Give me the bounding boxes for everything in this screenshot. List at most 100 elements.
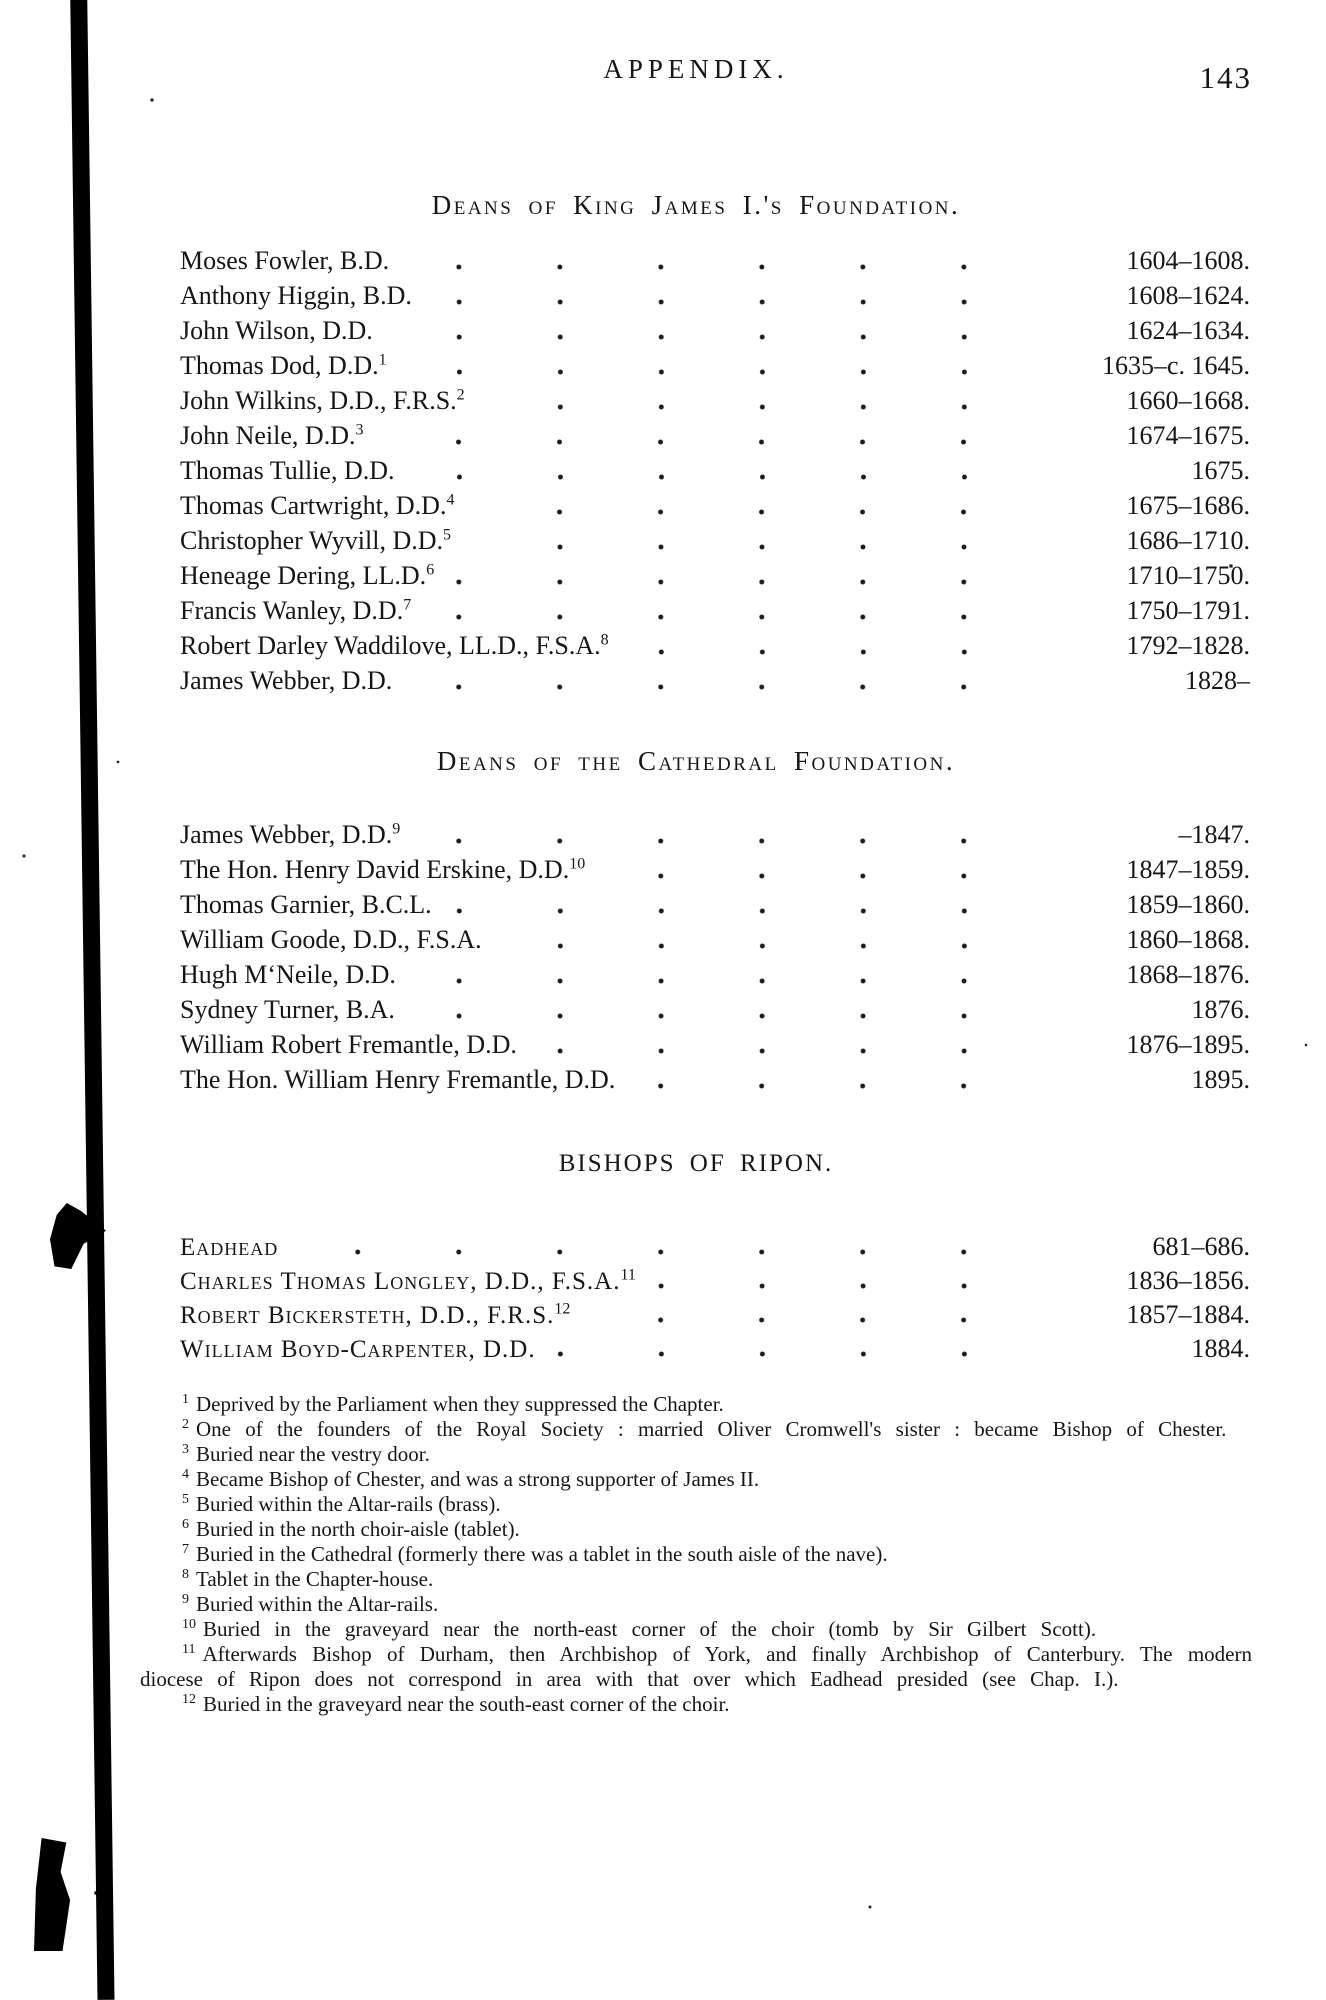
table-row: Moses Fowler, B.D. 1604–1608. — [180, 246, 1250, 281]
entry-date: 1857–1884. — [1126, 1300, 1251, 1329]
table-row: William Goode, D.D., F.S.A. 1860–1868. — [180, 925, 1250, 960]
footnote-text: Afterwards Bishop of Durham, then Archbi… — [140, 1642, 1252, 1691]
footnote-marker: 9 — [182, 1592, 189, 1607]
entry-date: 1847–1859. — [1126, 855, 1251, 884]
footnote: 9 Buried within the Altar-rails. — [140, 1592, 1252, 1617]
footnote-text: One of the founders of the Royal Society… — [196, 1417, 1227, 1441]
footnote-marker: 5 — [182, 1492, 189, 1507]
page-header-band: APPENDIX. 143 — [140, 54, 1252, 95]
list-deans-cathedral: James Webber, D.D.9 –1847. The Hon. Henry… — [140, 820, 1252, 1100]
footnote-ref: 12 — [554, 1300, 571, 1318]
entry-date: 1836–1856. — [1126, 1266, 1251, 1295]
footnote-marker: 2 — [182, 1417, 189, 1432]
leader-dots — [405, 263, 1062, 272]
entry-name: Heneage Dering, LL.D. — [180, 561, 427, 590]
footnote-ref: 8 — [600, 631, 609, 649]
footnote-marker: 6 — [182, 1517, 189, 1532]
table-row: Thomas Dod, D.D.1 1635–c. 1645. — [180, 351, 1250, 386]
binding-shadow-strip — [70, 0, 115, 2000]
footnote-ref: 2 — [456, 386, 465, 404]
footnote: 4 Became Bishop of Chester, and was a str… — [140, 1467, 1252, 1492]
footnote-ref: 3 — [355, 421, 364, 439]
table-row: Charles Thomas Longley, D.D., F.S.A.11 18… — [180, 1266, 1250, 1300]
binding-bottom-blob — [34, 1838, 71, 1951]
table-row: William Robert Fremantle, D.D. 1876–1895. — [180, 1030, 1250, 1065]
leader-dots — [601, 872, 1062, 881]
entry-date: 1608–1624. — [1126, 281, 1251, 310]
leader-dots — [447, 907, 1062, 916]
footnote-marker: 12 — [182, 1692, 196, 1707]
entry-date: 1859–1860. — [1126, 890, 1251, 919]
section-title-deans-king-james: Deans of King James I.'s Foundation. — [431, 190, 961, 220]
footnote-ref: 1 — [378, 351, 387, 369]
table-row: John Neile, D.D.3 1674–1675. — [180, 421, 1250, 456]
footnote-ref: 6 — [426, 561, 435, 579]
entry-name: Robert Darley Waddilove, LL.D., F.S.A. — [180, 631, 601, 660]
footnote: 12 Buried in the graveyard near the south… — [140, 1692, 1252, 1717]
page-number: 143 — [1199, 60, 1252, 95]
table-row: Robert Bickersteth, D.D., F.R.S.12 1857–1… — [180, 1300, 1250, 1334]
footnote-block: 1 Deprived by the Parliament when they su… — [140, 1392, 1252, 1717]
footnote-marker: 7 — [182, 1542, 189, 1557]
footnote: 10 Buried in the graveyard near the north… — [140, 1617, 1252, 1642]
entry-name: Anthony Higgin, B.D. — [180, 281, 412, 310]
entry-date: 1674–1675. — [1126, 421, 1251, 450]
leader-dots — [450, 578, 1062, 587]
entry-date: 1876–1895. — [1126, 1030, 1251, 1059]
footnote-text: Buried near the vestry door. — [196, 1442, 430, 1466]
leader-dots — [631, 1082, 1062, 1091]
table-row: Thomas Garnier, B.C.L. 1859–1860. — [180, 890, 1250, 925]
footnote-marker: 4 — [182, 1467, 189, 1482]
leader-dots — [411, 977, 1062, 986]
entry-name: Thomas Tullie, D.D. — [180, 456, 395, 485]
entry-name: John Wilson, D.D. — [180, 316, 373, 345]
table-row: Anthony Higgin, B.D. 1608–1624. — [180, 281, 1250, 316]
footnote: 3 Buried near the vestry door. — [140, 1442, 1252, 1467]
leader-dots — [497, 942, 1062, 951]
table-row: Hugh M‘Neile, D.D. 1868–1876. — [180, 960, 1250, 995]
table-row: The Hon. Henry David Erskine, D.D.10 1847… — [180, 855, 1250, 890]
table-row: The Hon. William Henry Fremantle, D.D. 18… — [180, 1065, 1250, 1100]
entry-name: The Hon. William Henry Fremantle, D.D. — [180, 1065, 616, 1094]
footnote: 8 Tablet in the Chapter-house. — [140, 1567, 1252, 1592]
table-row: John Wilson, D.D. 1624–1634. — [180, 316, 1250, 351]
entry-date: –1847. — [1178, 820, 1251, 849]
entry-date: 1624–1634. — [1126, 316, 1251, 345]
leader-dots — [427, 298, 1062, 307]
footnote: 7 Buried in the Cathedral (formerly there… — [140, 1542, 1252, 1567]
footnote: 5 Buried within the Altar-rails (brass). — [140, 1492, 1252, 1517]
list-deans-king-james: Moses Fowler, B.D. 1604–1608. Anthony Hig… — [140, 246, 1252, 701]
footnote-marker: 11 — [182, 1642, 196, 1657]
table-row: Eadhead 681–686. — [180, 1232, 1250, 1266]
footnote-text: Buried in the north choir-aisle (tablet)… — [196, 1517, 520, 1541]
entry-date: 1876. — [1191, 995, 1251, 1024]
footnote-marker: 10 — [182, 1617, 196, 1632]
table-row: Robert Darley Waddilove, LL.D., F.S.A.8 1… — [180, 631, 1250, 666]
table-row: Christopher Wyvill, D.D.5 1686–1710. — [180, 526, 1250, 561]
footnote-ref: 5 — [443, 526, 451, 544]
footnote-text: Buried in the graveyard near the north-e… — [203, 1617, 1097, 1641]
entry-date: 1750–1791. — [1126, 596, 1251, 625]
footnote: 1 Deprived by the Parliament when they su… — [140, 1392, 1252, 1417]
footnote-marker: 1 — [182, 1392, 189, 1407]
table-row: Heneage Dering, LL.D.6 1710–1750. — [180, 561, 1250, 596]
entry-date: 681–686. — [1152, 1232, 1251, 1261]
footnote-ref: 4 — [446, 491, 455, 509]
leader-dots — [651, 1282, 1062, 1291]
entry-name: Thomas Garnier, B.C.L. — [180, 890, 432, 919]
entry-name: Christopher Wyvill, D.D. — [180, 526, 443, 555]
entry-name: James Webber, D.D. — [180, 666, 393, 695]
entry-name: John Neile, D.D. — [180, 421, 356, 450]
footnote-ref: 9 — [392, 820, 401, 838]
entry-name: Moses Fowler, B.D. — [180, 246, 390, 275]
entry-name: Sydney Turner, B.A. — [180, 995, 395, 1024]
section-title-bishops-ripon: BISHOPS OF RIPON. — [558, 1150, 834, 1177]
table-row: Thomas Tullie, D.D. 1675. — [180, 456, 1250, 491]
leader-dots — [402, 368, 1062, 377]
leader-dots — [551, 1350, 1062, 1359]
table-row: James Webber, D.D.9 –1847. — [180, 820, 1250, 855]
entry-date: 1686–1710. — [1126, 526, 1251, 555]
table-row: James Webber, D.D. 1828– — [180, 666, 1250, 701]
leader-dots — [586, 1316, 1062, 1325]
leader-dots — [294, 1248, 1062, 1257]
